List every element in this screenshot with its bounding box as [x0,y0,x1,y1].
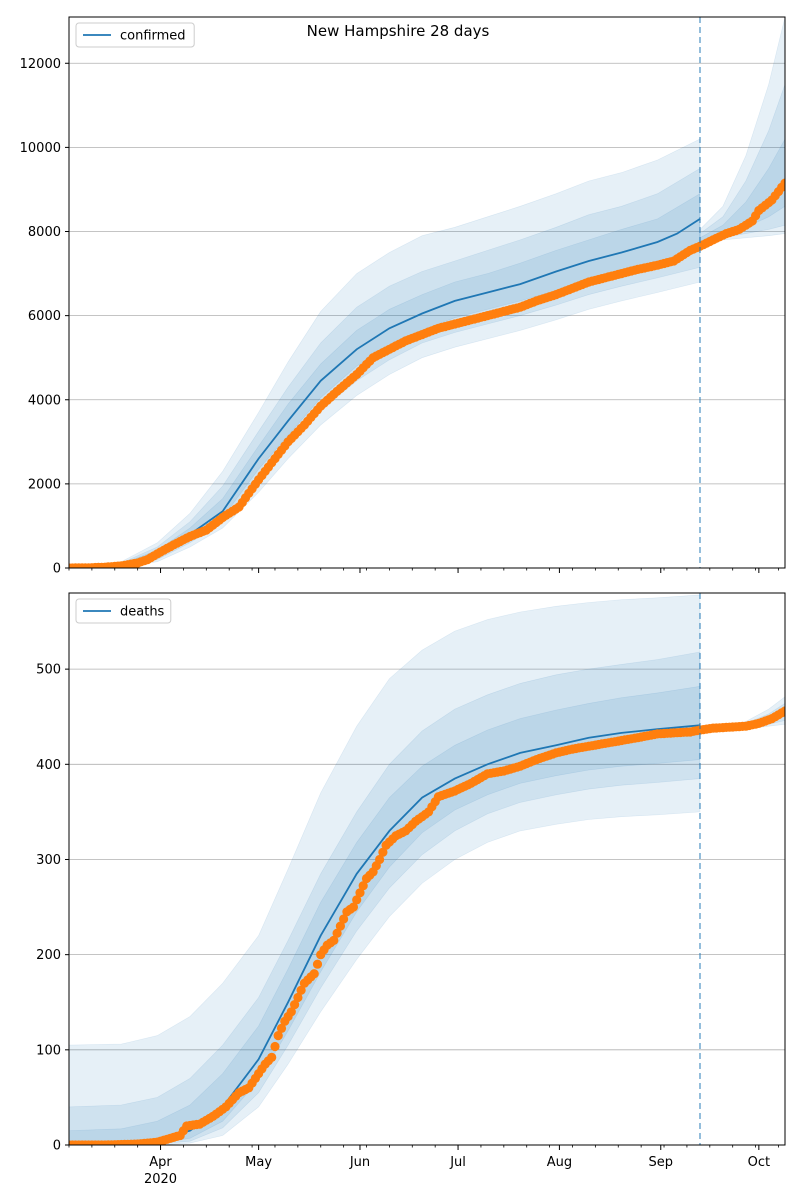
model-line [69,724,701,1145]
observed-point [267,1052,277,1062]
plot-area [69,594,785,1145]
x-tick-label: May [245,1155,272,1170]
observed-point [358,881,368,891]
y-tick-label: 500 [36,663,61,678]
legend-box [75,598,172,624]
observed-point [335,921,345,931]
observed-point [780,178,785,188]
y-tick-label: 12000 [20,57,61,72]
plot-frame [68,592,786,1146]
y-tick-label: 6000 [28,309,61,324]
observed-point [286,1007,296,1017]
y-tick-label: 0 [53,1139,61,1154]
y-tick-label: 300 [36,853,61,868]
legend-label: confirmed [120,29,186,44]
y-tick-label: 8000 [28,225,61,240]
chart-title: New Hampshire 28 days [307,22,490,40]
y-tick-label: 100 [36,1043,61,1058]
y-tick-label: 0 [53,562,61,577]
y-tick-label: 4000 [28,393,61,408]
observed-point [276,1023,287,1033]
x-tick-label: Oct [748,1155,770,1170]
y-tick-label: 10000 [20,141,61,156]
legend-box [75,22,195,48]
confirmed-panel: 0 2000 4000 6000 8000 10000 12000 confirmed [20,16,786,577]
observed-point [273,1031,283,1041]
observed-point [339,914,349,924]
x-tick-label: Jun [349,1155,370,1170]
observed-point [329,935,339,946]
deaths-panel: 0 100 200 300 400 500 Apr 2020 May Jun Jul Aug Sep Oc… [36,592,786,1187]
observed-point [332,928,342,938]
x-tick-label: Sep [649,1155,674,1170]
observed-point [290,1000,300,1010]
observed-point [296,985,306,995]
observed-point [309,969,319,979]
x-tick-label: Aug [547,1155,572,1170]
legend-label: deaths [120,605,165,620]
x-tick-sublabel: 2020 [144,1172,177,1187]
uncertainty-band [69,594,701,1145]
observed-point [375,854,385,865]
observed-point [348,902,358,912]
observed-point [352,895,362,905]
observed-point [270,1041,280,1052]
y-tick-label: 2000 [28,477,61,492]
observed-point [293,992,303,1003]
plot-frame [68,16,786,569]
x-tick-label: Jul [449,1155,466,1170]
observed-point [312,959,323,969]
y-tick-label: 200 [36,948,61,963]
observed-point [780,706,785,716]
observed-point [355,888,365,898]
y-tick-label: 400 [36,758,61,773]
observed-point [378,847,388,857]
x-tick-label: Apr [149,1155,172,1170]
